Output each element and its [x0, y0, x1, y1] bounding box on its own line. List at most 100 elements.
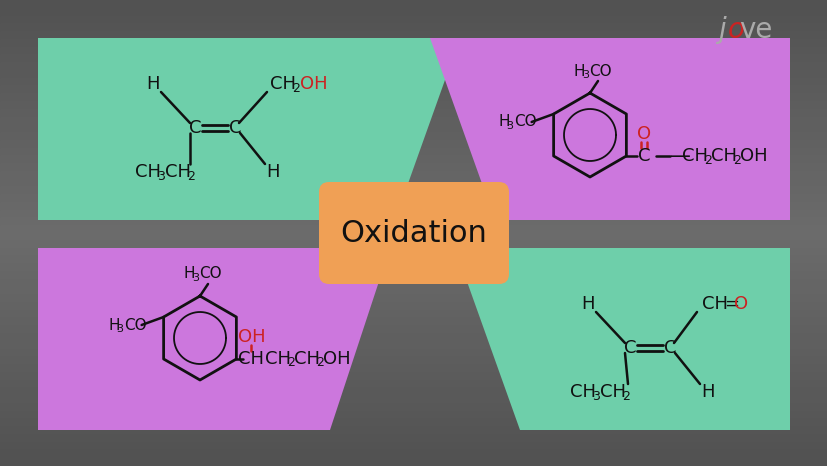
Bar	[0, 342, 827, 350]
Text: CH: CH	[569, 383, 595, 401]
Bar	[0, 396, 827, 405]
Text: CH: CH	[165, 163, 191, 181]
Bar	[0, 39, 827, 48]
Bar	[0, 458, 827, 466]
Text: 2: 2	[621, 390, 629, 403]
Text: ve: ve	[739, 16, 772, 44]
Text: CO: CO	[513, 115, 536, 130]
Bar	[0, 435, 827, 444]
Text: CH: CH	[294, 350, 320, 368]
Text: H: H	[700, 383, 714, 401]
Bar	[0, 381, 827, 389]
Text: 2: 2	[316, 356, 324, 370]
Text: CO: CO	[588, 63, 611, 78]
Bar	[0, 0, 827, 9]
Text: OH: OH	[237, 328, 265, 346]
Bar	[0, 194, 827, 203]
Bar	[0, 93, 827, 102]
Text: C: C	[189, 119, 201, 137]
Bar	[0, 15, 827, 24]
Text: OH: OH	[739, 147, 767, 165]
Bar	[0, 427, 827, 436]
Text: Oxidation: Oxidation	[340, 219, 487, 247]
Bar	[0, 303, 827, 312]
Text: 2: 2	[704, 153, 711, 166]
Text: 3: 3	[581, 70, 588, 80]
Bar	[0, 365, 827, 374]
Text: H: H	[498, 115, 509, 130]
Bar	[0, 334, 827, 343]
Bar	[0, 31, 827, 40]
Bar	[0, 280, 827, 288]
Bar	[0, 55, 827, 63]
Bar	[0, 155, 827, 164]
Text: C: C	[228, 119, 241, 137]
Bar	[0, 124, 827, 133]
Bar	[0, 256, 827, 265]
Text: j: j	[717, 16, 725, 44]
Bar	[0, 248, 827, 257]
Text: 2: 2	[733, 153, 740, 166]
Bar	[0, 404, 827, 412]
Bar	[0, 23, 827, 32]
Bar	[0, 241, 827, 249]
Text: 3: 3	[506, 121, 513, 131]
Text: O: O	[637, 125, 651, 143]
Text: OH: OH	[299, 75, 327, 93]
Text: CO: CO	[198, 267, 222, 281]
Bar	[0, 101, 827, 110]
Text: OH: OH	[323, 350, 351, 368]
Text: C: C	[638, 147, 650, 165]
Text: O: O	[733, 295, 748, 313]
Bar	[0, 116, 827, 125]
Bar	[0, 163, 827, 172]
FancyBboxPatch shape	[318, 182, 509, 284]
Bar	[0, 78, 827, 86]
Bar	[0, 85, 827, 94]
Polygon shape	[429, 38, 789, 220]
Text: H: H	[146, 75, 160, 93]
Bar	[0, 171, 827, 179]
Bar	[0, 419, 827, 428]
Text: 3: 3	[157, 170, 165, 183]
Bar	[0, 288, 827, 296]
Text: CH: CH	[265, 350, 291, 368]
Bar	[0, 326, 827, 335]
Bar	[0, 210, 827, 219]
Text: CO: CO	[123, 317, 146, 333]
Bar	[0, 357, 827, 366]
Text: 2: 2	[187, 170, 194, 183]
Bar	[0, 264, 827, 273]
Text: 2: 2	[287, 356, 295, 370]
Text: =: =	[723, 295, 739, 313]
Bar	[0, 295, 827, 304]
Bar	[0, 47, 827, 55]
Bar	[0, 311, 827, 319]
Text: 3: 3	[117, 324, 123, 334]
Text: CH: CH	[600, 383, 625, 401]
Polygon shape	[38, 248, 390, 430]
Text: H: H	[108, 317, 120, 333]
Text: CH: CH	[681, 147, 708, 165]
Bar	[0, 443, 827, 452]
Bar	[0, 388, 827, 397]
Bar	[0, 411, 827, 420]
Text: H: H	[266, 163, 280, 181]
Bar	[0, 186, 827, 195]
Text: CH: CH	[135, 163, 160, 181]
Bar	[0, 373, 827, 382]
Text: H: H	[581, 295, 594, 313]
Text: CH: CH	[238, 350, 264, 368]
Bar	[0, 178, 827, 187]
Bar	[0, 132, 827, 141]
Bar	[0, 350, 827, 358]
Text: C: C	[663, 339, 676, 357]
Bar	[0, 451, 827, 459]
Text: CH: CH	[701, 295, 727, 313]
Polygon shape	[455, 248, 789, 430]
Polygon shape	[38, 38, 460, 220]
Text: CH: CH	[710, 147, 737, 165]
Text: 3: 3	[192, 273, 198, 283]
Bar	[0, 225, 827, 234]
Bar	[0, 109, 827, 117]
